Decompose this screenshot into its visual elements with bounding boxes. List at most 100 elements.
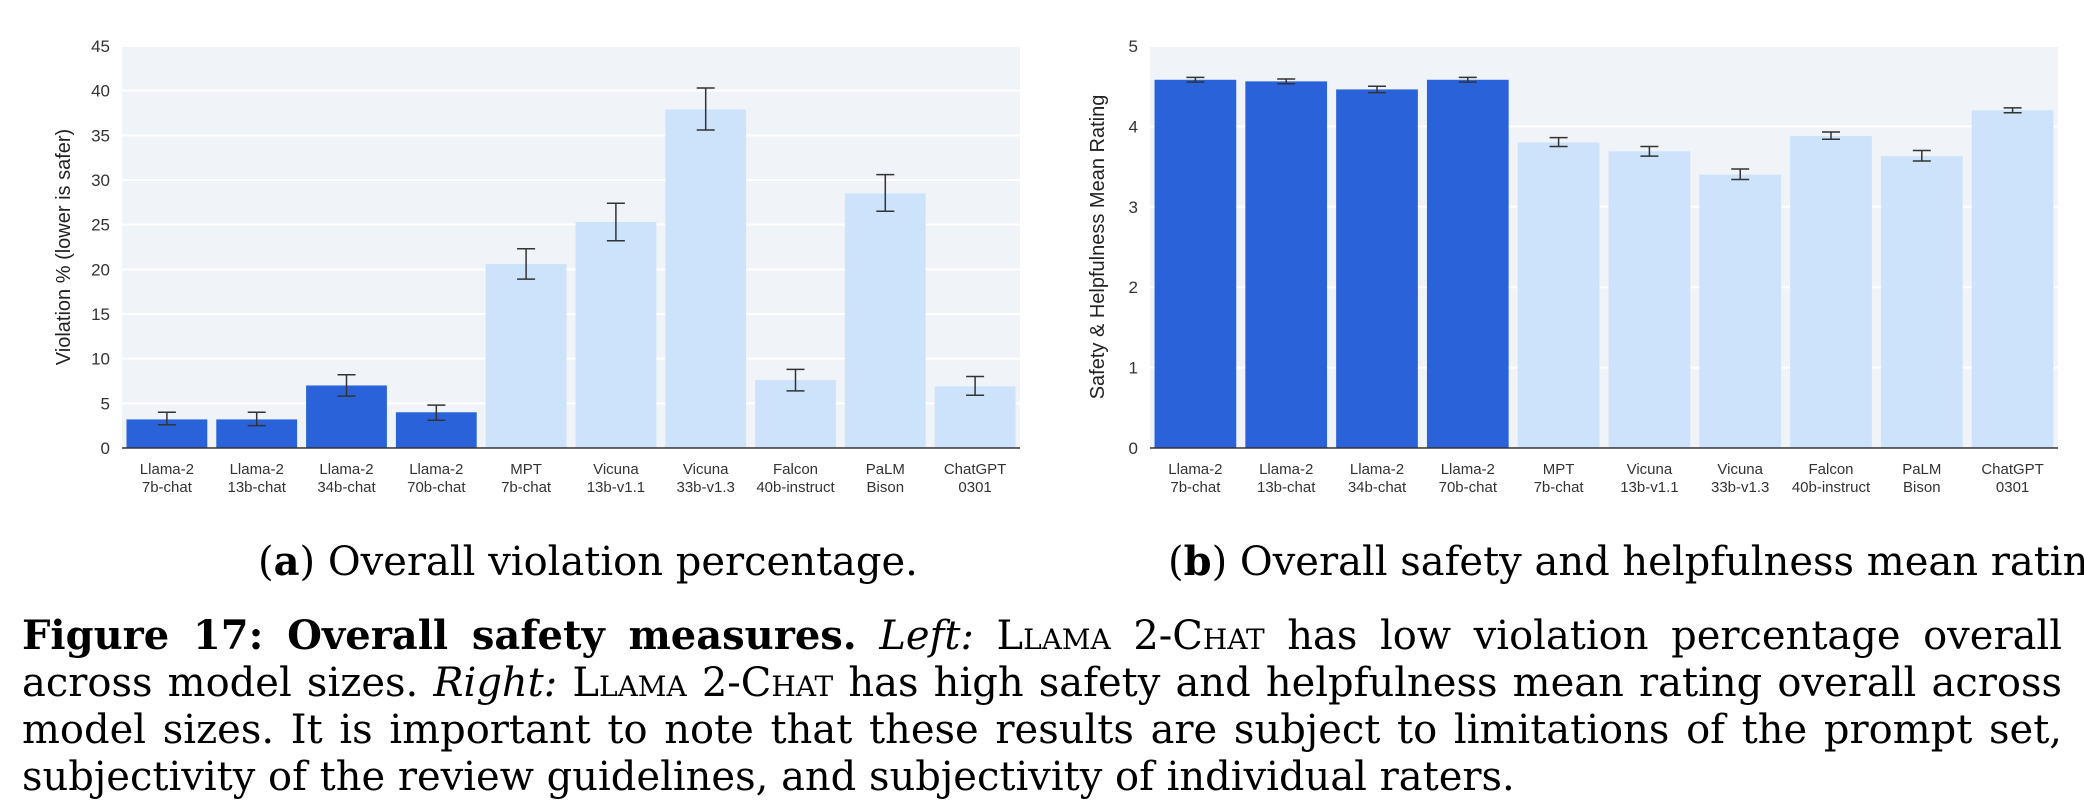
bar: [1426, 79, 1509, 448]
bar: [844, 193, 926, 448]
x-tick-label-line: 7b-chat: [501, 479, 552, 496]
x-tick-label: Llama-2 34b-chat: [317, 461, 376, 496]
caption-left-text: has low violation percentage overall acr…: [22, 613, 2062, 706]
y-tick-label: 4: [1129, 117, 1138, 136]
x-tick-label-line: 34b-chat: [1348, 479, 1407, 496]
x-tick-label: Vicuna 13b-v1.1: [1620, 461, 1678, 496]
x-tick-label-line: 0301: [958, 479, 991, 496]
x-tick-label-line: 40b-instruct: [1792, 479, 1871, 496]
x-tick-label: Falcon 40b-instruct: [1792, 461, 1871, 496]
x-tick-label: Llama-2 13b-chat: [1257, 461, 1316, 496]
bar: [1608, 151, 1691, 448]
y-tick-label: 35: [91, 126, 110, 145]
bar: [1971, 110, 2054, 448]
caption-left-label: Left:: [879, 613, 974, 659]
x-tick-label-line: 40b-instruct: [756, 479, 835, 496]
y-tick-label: 0: [1129, 439, 1138, 458]
y-tick-label: 2: [1129, 278, 1138, 297]
x-tick-label: ChatGPT 0301: [944, 461, 1007, 496]
x-tick-label: MPT 7b-chat: [501, 461, 552, 496]
x-tick-label-line: 13b-chat: [228, 479, 287, 496]
x-tick-label-line: 34b-chat: [317, 479, 376, 496]
x-tick-label-line: Falcon: [1808, 461, 1853, 478]
x-tick-label-line: PaLM: [866, 461, 905, 478]
x-tick-label: Llama-2 34b-chat: [1348, 461, 1407, 496]
x-tick-label-line: PaLM: [1902, 461, 1941, 478]
subcaption-b-label: b: [1183, 538, 1212, 585]
y-tick-label: 3: [1129, 198, 1138, 217]
figure-caption: Figure 17: Overall safety measures. Left…: [22, 612, 2062, 801]
y-tick-label: 30: [91, 171, 110, 190]
y-tick-label: 15: [91, 305, 110, 324]
bar: [1790, 136, 1872, 448]
figure-label: Figure 17: Overall safety measures.: [22, 612, 857, 659]
x-tick-label-line: 33b-v1.3: [677, 479, 735, 496]
x-tick-label: Vicuna 33b-v1.3: [677, 461, 735, 496]
bar: [1517, 142, 1600, 448]
x-tick-label-line: 7b-chat: [142, 479, 193, 496]
x-tick-label: PaLM Bison: [866, 461, 905, 496]
x-tick-label-line: 13b-chat: [1257, 479, 1316, 496]
x-tick-label-line: Vicuna: [1717, 461, 1763, 478]
x-tick-label: Llama-2 13b-chat: [228, 461, 287, 496]
x-tick-label: PaLM Bison: [1902, 461, 1941, 496]
x-tick-label-line: 70b-chat: [1439, 479, 1498, 496]
x-tick-label-line: 33b-v1.3: [1711, 479, 1769, 496]
caption-model-name-1: Llama 2-Chat: [996, 613, 1265, 659]
bar: [485, 263, 567, 448]
x-tick-label: MPT 7b-chat: [1534, 461, 1585, 496]
x-tick-label: Llama-2 70b-chat: [1439, 461, 1498, 496]
y-tick-label: 45: [91, 37, 110, 56]
x-tick-label-line: 70b-chat: [407, 479, 466, 496]
y-tick-label: 1: [1129, 359, 1138, 378]
x-tick-label-line: MPT: [1543, 461, 1575, 478]
x-tick-label: Vicuna 13b-v1.1: [587, 461, 645, 496]
subcaption-a-text: Overall violation percentage.: [327, 539, 918, 585]
bar: [665, 109, 747, 448]
x-tick-label-line: Falcon: [773, 461, 818, 478]
bar: [1880, 156, 1963, 448]
y-tick-label: 40: [91, 82, 110, 101]
caption-model-name-2: Llama 2-Chat: [572, 660, 834, 706]
bar: [1154, 79, 1237, 448]
x-tick-label: Falcon 40b-instruct: [756, 461, 835, 496]
subcaption-a: (a) Overall violation percentage.: [258, 538, 918, 585]
y-tick-label: 10: [91, 350, 110, 369]
y-tick-label: 5: [1129, 37, 1138, 56]
x-tick-label-line: Llama-2: [1441, 461, 1495, 478]
y-tick-label: 0: [101, 439, 110, 458]
x-tick-label: Llama-2 70b-chat: [407, 461, 466, 496]
bar: [1245, 81, 1328, 448]
y-tick-label: 25: [91, 216, 110, 235]
x-tick-label-line: Llama-2: [1350, 461, 1404, 478]
x-tick-label-line: 7b-chat: [1534, 479, 1585, 496]
x-tick-label-line: 13b-v1.1: [587, 479, 645, 496]
x-tick-label: Llama-2 7b-chat: [140, 461, 194, 496]
x-tick-label: Llama-2 7b-chat: [1168, 461, 1222, 496]
x-tick-label-line: 7b-chat: [1170, 479, 1221, 496]
y-axis-label: Violation % (lower is safer): [53, 129, 75, 365]
x-tick-label-line: Llama-2: [1168, 461, 1222, 478]
x-tick-label-line: 13b-v1.1: [1620, 479, 1678, 496]
x-tick-label-line: Llama-2: [1259, 461, 1313, 478]
caption-right-label: Right:: [433, 660, 558, 706]
x-tick-label: ChatGPT 0301: [1981, 461, 2044, 496]
subcaption-b: (b) Overall safety and helpfulness mean …: [1168, 538, 2084, 585]
bar: [1699, 174, 1782, 448]
x-tick-label-line: ChatGPT: [1981, 461, 2044, 478]
bar: [934, 386, 1016, 448]
y-axis-label: Safety & Helpfulness Mean Rating: [1087, 95, 1109, 400]
x-tick-label-line: Vicuna: [1627, 461, 1673, 478]
y-tick-label: 20: [91, 260, 110, 279]
x-tick-label-line: Bison: [867, 479, 905, 496]
x-tick-label: Vicuna 33b-v1.3: [1711, 461, 1769, 496]
x-tick-label-line: Llama-2: [140, 461, 194, 478]
y-tick-label: 5: [101, 394, 110, 413]
x-tick-label-line: 0301: [1996, 479, 2029, 496]
x-tick-label-line: Vicuna: [683, 461, 729, 478]
subcaption-b-text: Overall safety and helpfulness mean rati…: [1239, 539, 2084, 585]
x-tick-label-line: MPT: [510, 461, 542, 478]
x-tick-label-line: Vicuna: [593, 461, 639, 478]
